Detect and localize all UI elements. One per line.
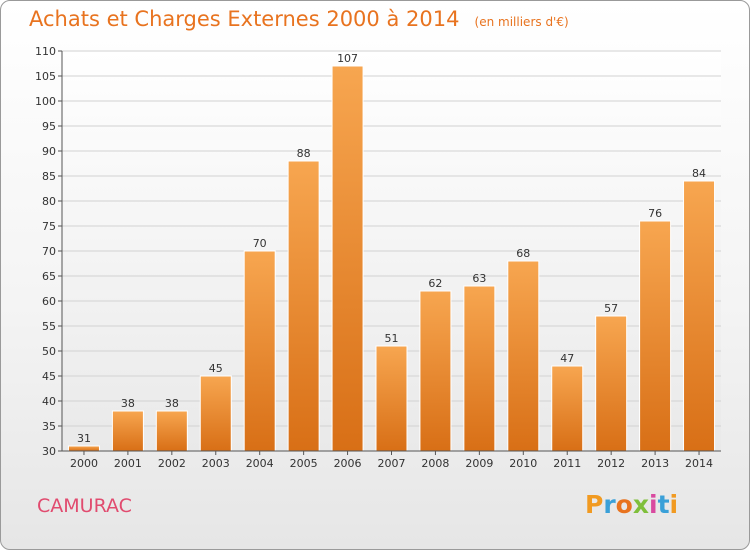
x-tick-label: 2000 xyxy=(70,457,98,470)
logo-letter: r xyxy=(603,490,616,519)
x-tick-label: 2009 xyxy=(465,457,493,470)
x-tick-label: 2008 xyxy=(421,457,449,470)
bar xyxy=(155,410,188,452)
logo-letter: x xyxy=(632,490,649,519)
bar-value-label: 51 xyxy=(385,332,399,345)
bar xyxy=(419,290,452,452)
bar xyxy=(375,345,408,452)
logo-letter: P xyxy=(585,490,604,519)
bar-value-label: 88 xyxy=(297,147,311,160)
y-tick-label: 70 xyxy=(42,245,56,258)
chart-title: Achats et Charges Externes 2000 à 2014 xyxy=(29,7,460,31)
y-tick-label: 90 xyxy=(42,145,56,158)
bar xyxy=(199,375,232,452)
y-tick-label: 105 xyxy=(35,70,56,83)
bar-value-label: 38 xyxy=(165,397,179,410)
bar-value-label: 45 xyxy=(209,362,223,375)
logo-letter: o xyxy=(615,490,633,519)
bar-value-label: 107 xyxy=(337,52,358,65)
commune-name: CAMURAC xyxy=(37,495,132,517)
bar xyxy=(463,285,496,452)
bar xyxy=(243,250,276,452)
bar-value-label: 62 xyxy=(428,277,442,290)
y-tick-label: 55 xyxy=(42,320,56,333)
y-tick-label: 110 xyxy=(35,45,56,58)
x-tick-label: 2013 xyxy=(641,457,669,470)
bar xyxy=(331,65,364,452)
bar xyxy=(111,410,144,452)
y-tick-label: 75 xyxy=(42,220,56,233)
bar xyxy=(507,260,540,452)
bar-value-label: 70 xyxy=(253,237,267,250)
x-tick-label: 2004 xyxy=(246,457,274,470)
y-tick-label: 40 xyxy=(42,395,56,408)
x-tick-label: 2012 xyxy=(597,457,625,470)
x-tick-label: 2006 xyxy=(334,457,362,470)
bar-layer: 31 38 38 45 70 88 107 51 62 63 68 47 57 76 84 xyxy=(67,52,716,452)
x-tick-label: 2001 xyxy=(114,457,142,470)
x-tick-label: 2011 xyxy=(553,457,581,470)
bar xyxy=(683,180,716,452)
bar xyxy=(639,220,672,452)
y-tick-label: 95 xyxy=(42,120,56,133)
bar-value-label: 38 xyxy=(121,397,135,410)
bar-value-label: 76 xyxy=(648,207,662,220)
y-tick-label: 80 xyxy=(42,195,56,208)
bar xyxy=(551,365,584,452)
y-tick-label: 35 xyxy=(42,420,56,433)
y-tick-label: 85 xyxy=(42,170,56,183)
proxiti-logo: Proxiti xyxy=(585,490,678,519)
y-tick-label: 30 xyxy=(42,445,56,458)
bar-value-label: 68 xyxy=(516,247,530,260)
bar xyxy=(595,315,628,452)
bar-value-label: 63 xyxy=(472,272,486,285)
x-tick-label: 2002 xyxy=(158,457,186,470)
x-tick-label: 2010 xyxy=(509,457,537,470)
bar-value-label: 57 xyxy=(604,302,618,315)
chart-unit: (en milliers d'€) xyxy=(474,15,569,29)
bar xyxy=(67,445,100,452)
chart-header: Achats et Charges Externes 2000 à 2014 (… xyxy=(29,7,569,31)
bar-value-label: 31 xyxy=(77,432,91,445)
y-tick-label: 65 xyxy=(42,270,56,283)
y-tick-label: 50 xyxy=(42,345,56,358)
x-tick-label: 2007 xyxy=(378,457,406,470)
bar-value-label: 47 xyxy=(560,352,574,365)
bar-value-label: 84 xyxy=(692,167,706,180)
logo-letter: t xyxy=(657,490,670,519)
x-tick-label: 2014 xyxy=(685,457,713,470)
y-tick-label: 45 xyxy=(42,370,56,383)
logo-letter: i xyxy=(649,490,658,519)
logo-letter: i xyxy=(669,490,679,519)
bar xyxy=(287,160,320,452)
y-tick-label: 60 xyxy=(42,295,56,308)
x-tick-label: 2003 xyxy=(202,457,230,470)
x-tick-label: 2005 xyxy=(290,457,318,470)
axis-layer: 30 35 40 45 50 55 60 65 70 75 80 85 90 95 100 105 110 200… xyxy=(35,45,721,470)
y-tick-label: 100 xyxy=(35,95,56,108)
